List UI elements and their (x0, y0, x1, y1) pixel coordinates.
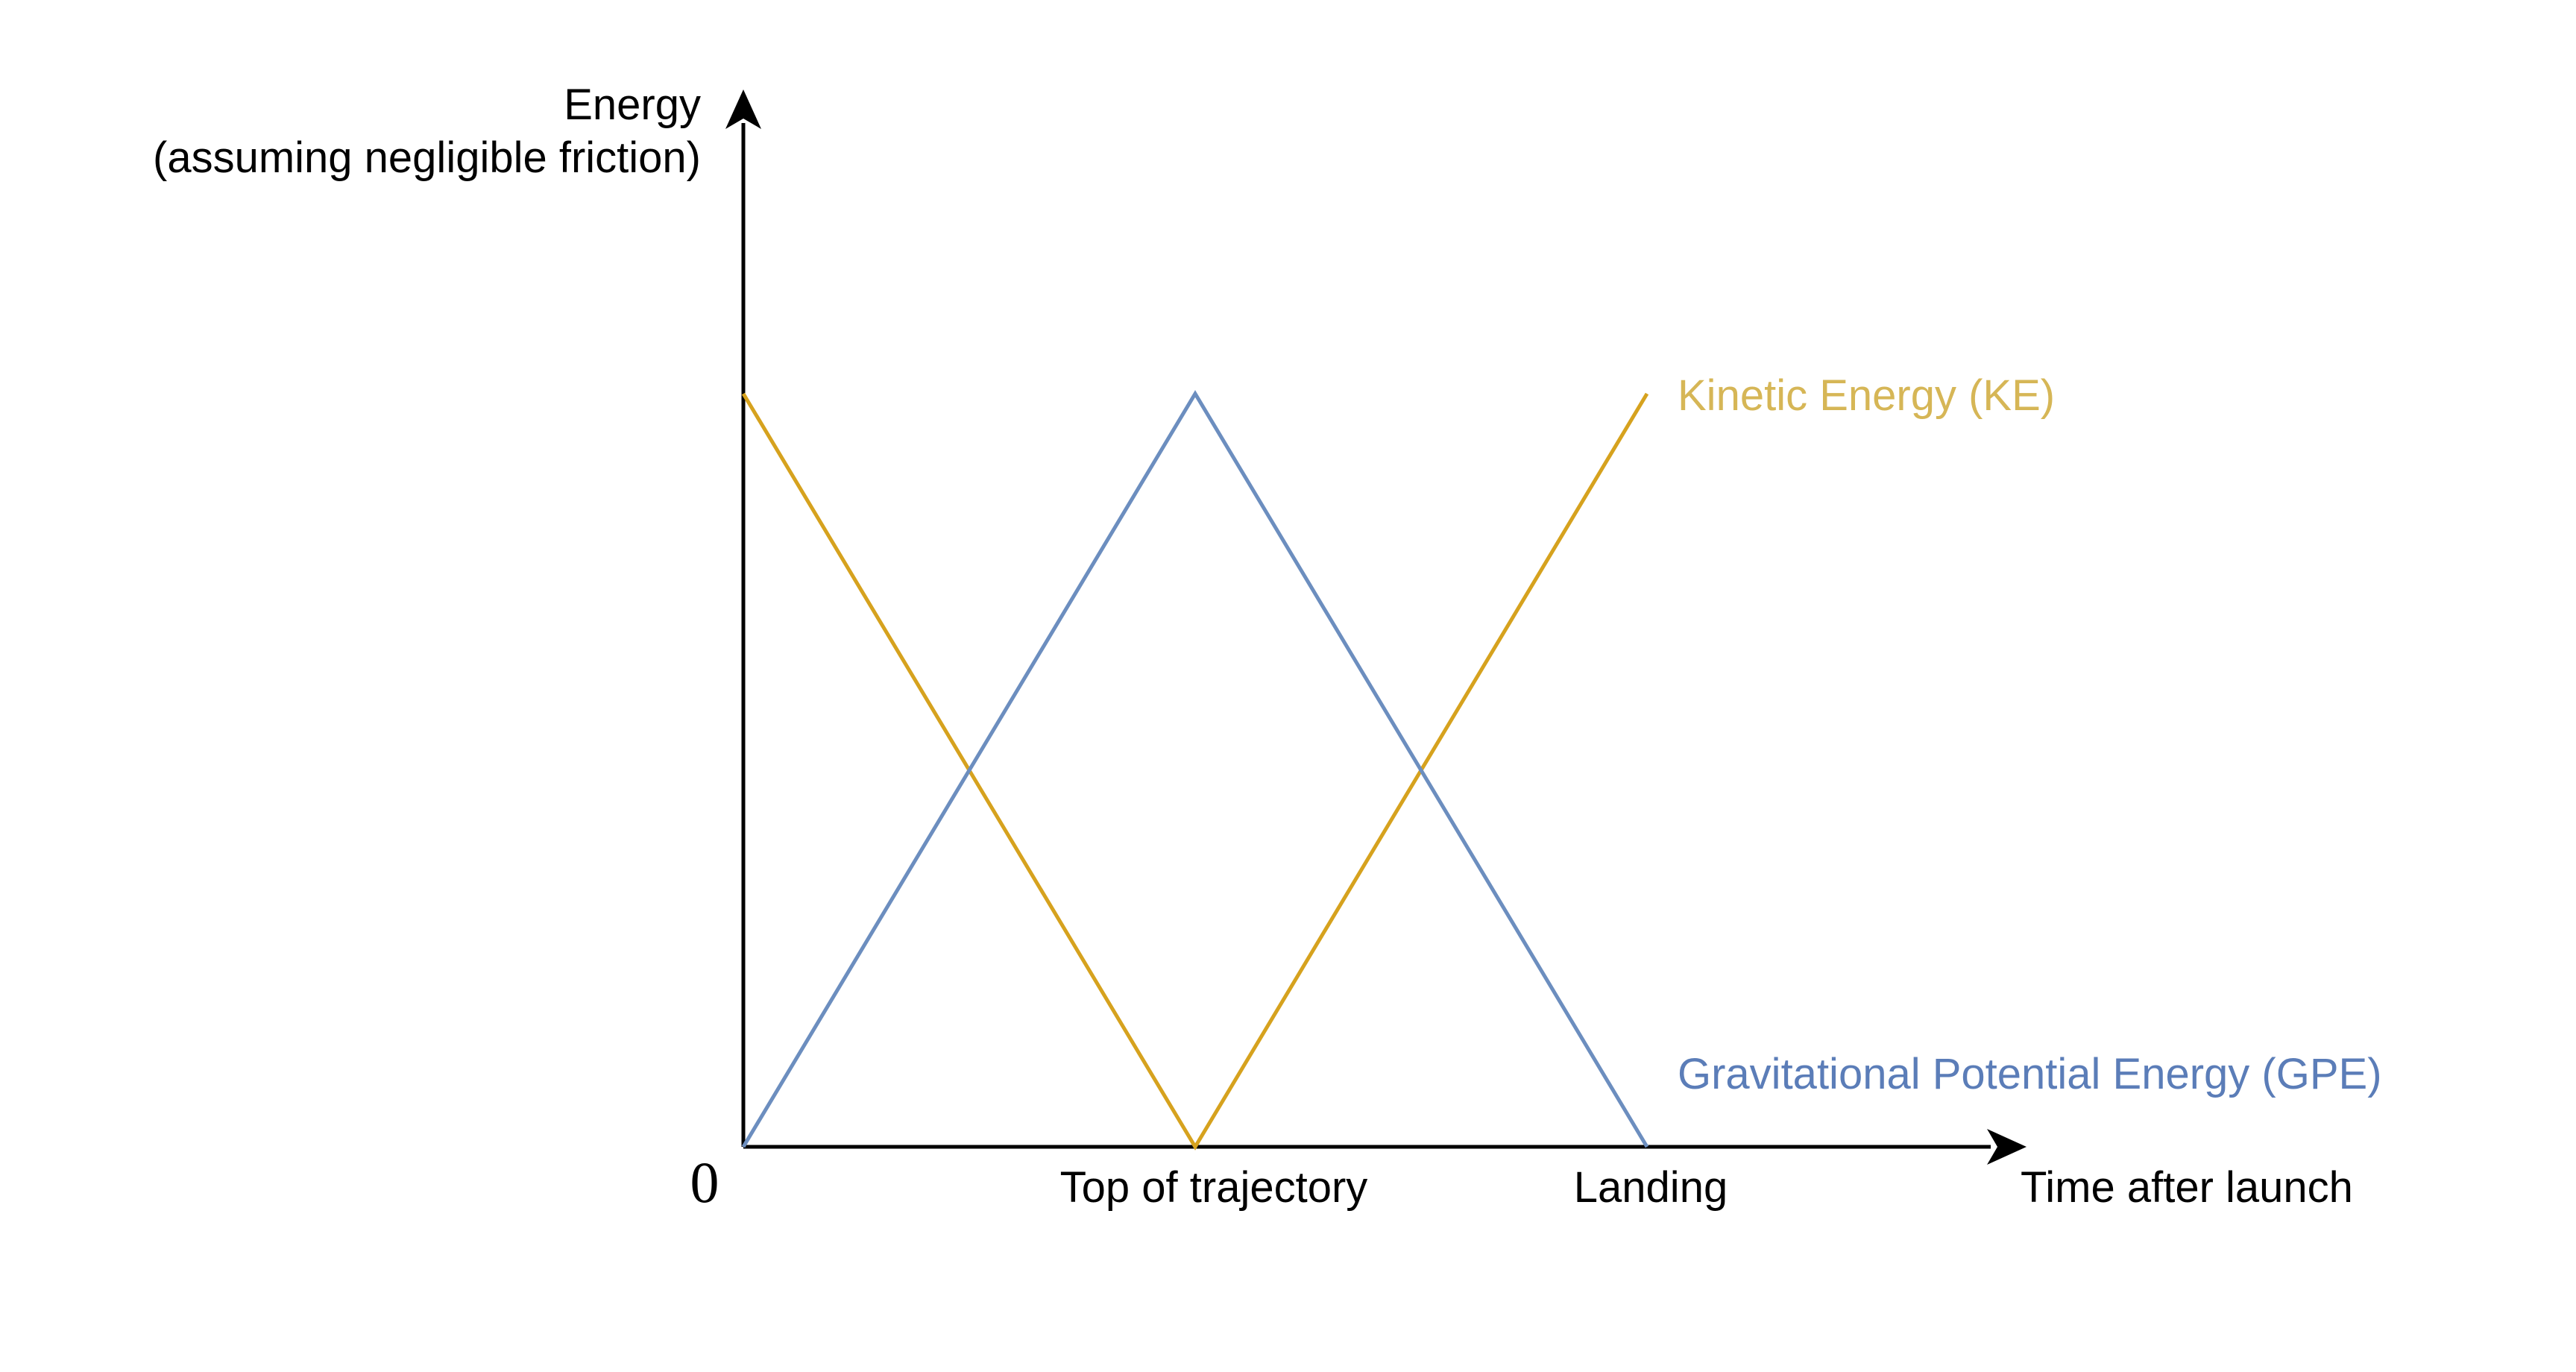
series-label-gravitational-potential-energy: Gravitational Potential Energy (GPE) (1678, 1050, 2382, 1098)
y-axis-label-note: (assuming negligible friction) (153, 133, 701, 182)
series-line-gravitational-potential-energy (741, 390, 1649, 1148)
series-line-kinetic-energy (741, 392, 1649, 1151)
series-lines (741, 390, 1649, 1151)
x-tick-label-top: Top of trajectory (1060, 1163, 1368, 1212)
x-tick-label-landing: Landing (1574, 1163, 1728, 1212)
origin-label: 0 (690, 1150, 719, 1215)
axes (725, 89, 2027, 1165)
x-axis-arrow (1987, 1129, 2027, 1165)
x-tick-labels: Top of trajectory Landing (1060, 1163, 1728, 1212)
y-axis-label: Energy (564, 81, 701, 129)
y-axis-arrow (725, 89, 761, 129)
series-label-kinetic-energy: Kinetic Energy (KE) (1678, 371, 2055, 420)
x-axis-label: Time after launch (2021, 1163, 2353, 1212)
